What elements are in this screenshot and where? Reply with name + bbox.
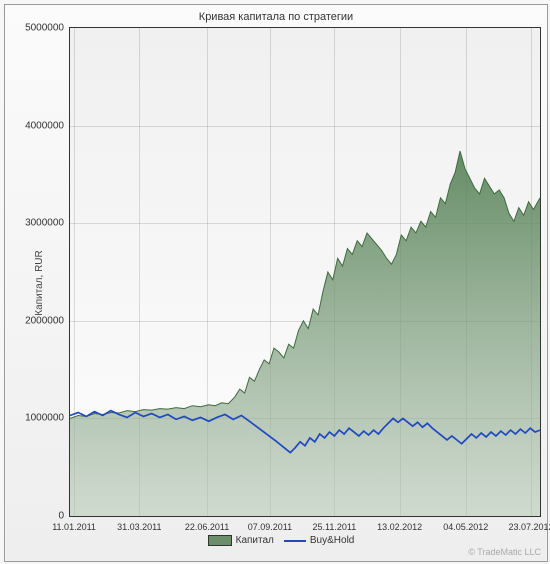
- ytick-label: 1000000: [25, 413, 64, 424]
- ytick-label: 0: [58, 511, 64, 522]
- plot-area: 01000000200000030000004000000500000011.0…: [69, 27, 541, 517]
- xtick-label: 23.07.2012: [508, 522, 550, 532]
- ytick-label: 4000000: [25, 120, 64, 131]
- chart-frame: Кривая капитала по стратегии Капитал, RU…: [4, 4, 548, 562]
- ytick-label: 5000000: [25, 23, 64, 34]
- xtick-label: 07.09.2011: [248, 522, 292, 532]
- series-area-fill: [70, 151, 540, 516]
- xtick-label: 11.01.2011: [52, 522, 96, 532]
- legend-label: Buy&Hold: [310, 535, 354, 546]
- xtick-label: 31.03.2011: [117, 522, 161, 532]
- series-layer: [70, 28, 540, 516]
- ytick-label: 2000000: [25, 315, 64, 326]
- watermark: © TradeMatic LLC: [468, 547, 541, 557]
- ytick-label: 3000000: [25, 218, 64, 229]
- yaxis-label: Капитал, RUR: [34, 250, 45, 315]
- legend-swatch: [208, 535, 232, 546]
- legend: Капитал Buy&Hold: [5, 535, 547, 546]
- xtick-label: 04.05.2012: [443, 522, 488, 532]
- legend-swatch: [284, 540, 306, 542]
- chart-title: Кривая капитала по стратегии: [5, 11, 547, 23]
- xtick-label: 25.11.2011: [313, 522, 357, 532]
- xtick-label: 13.02.2012: [377, 522, 422, 532]
- legend-label: Капитал: [236, 535, 274, 546]
- xtick-label: 22.06.2011: [185, 522, 229, 532]
